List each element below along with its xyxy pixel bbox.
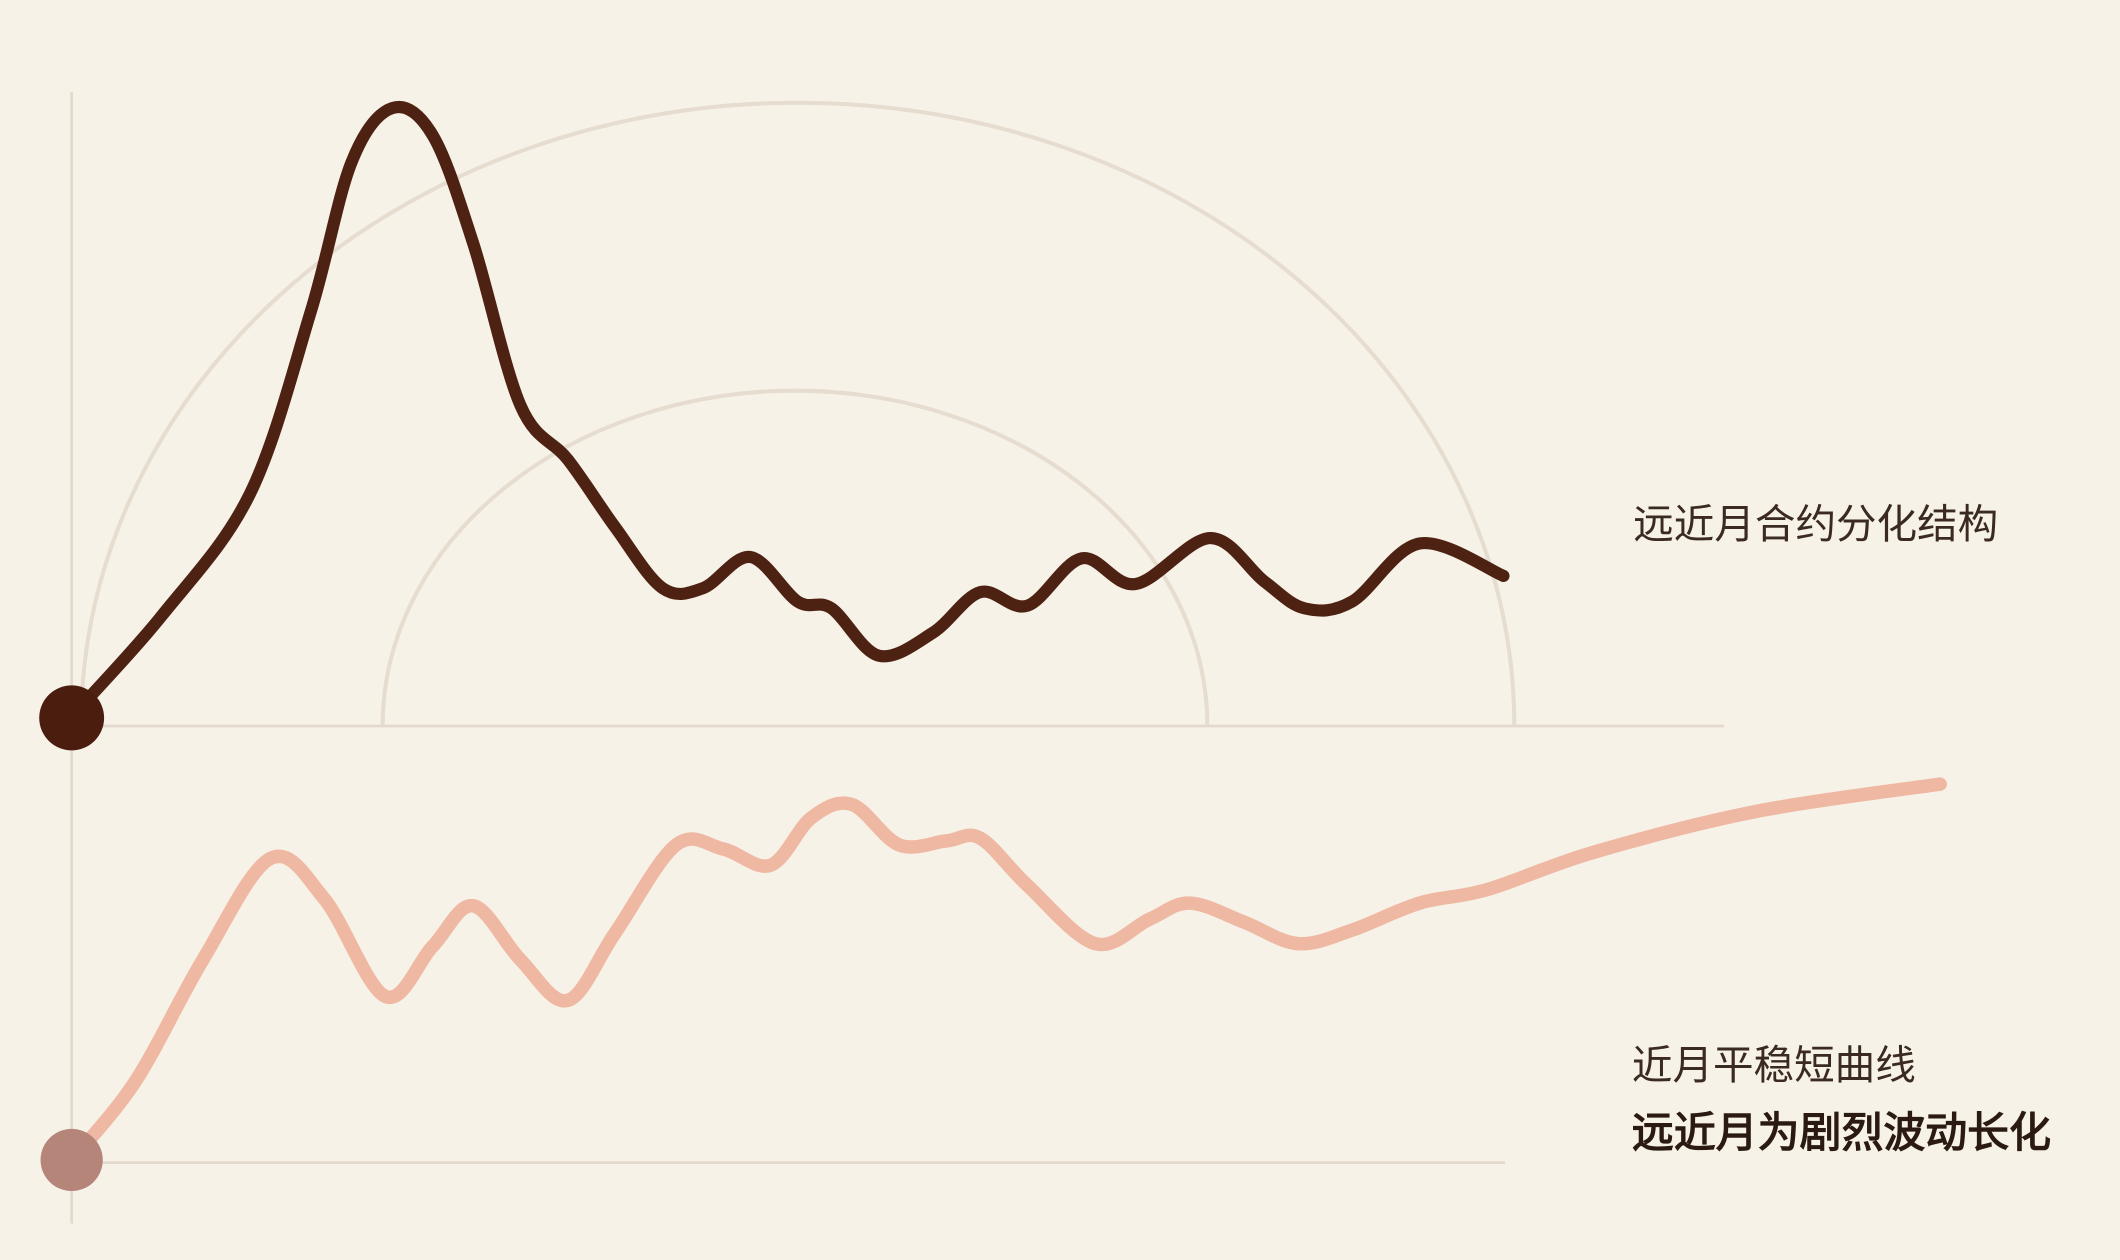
lower-origin-dot: [40, 1128, 103, 1192]
upper-origin-dot: [39, 685, 105, 751]
upper-label: 远近月合约分化结构: [1633, 500, 1998, 548]
outer-arc: [79, 100, 1517, 726]
lower-label: 近月平稳短曲线: [1632, 1041, 1916, 1089]
far-near-curve: [65, 101, 1510, 723]
near-month-curve: [64, 777, 1947, 1167]
lower-label-strong: 远近月为剧烈波动长化: [1632, 1108, 2051, 1157]
